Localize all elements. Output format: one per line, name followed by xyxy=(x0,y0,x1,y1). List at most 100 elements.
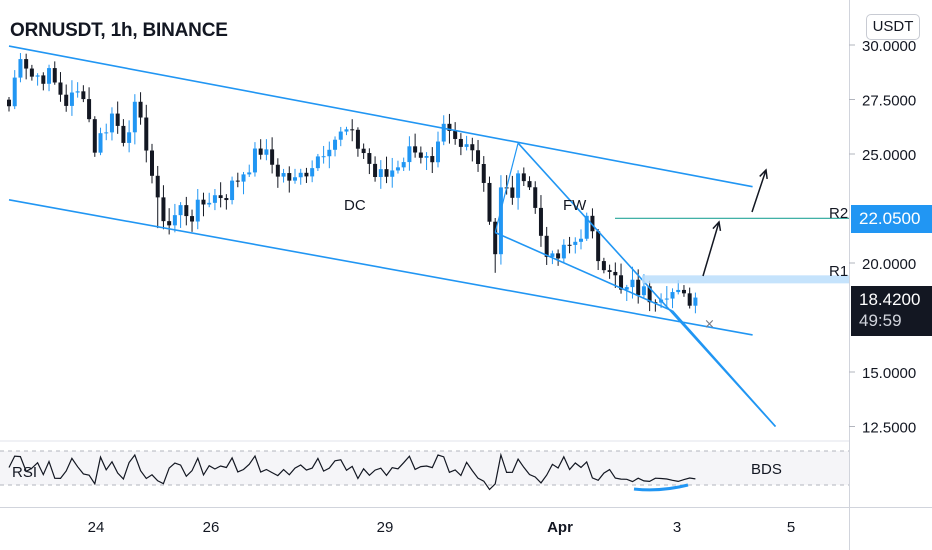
candle-body xyxy=(596,231,601,262)
candle-body xyxy=(693,297,698,306)
candle-body xyxy=(298,172,303,178)
candle-body xyxy=(636,279,641,296)
candle-body xyxy=(384,169,389,177)
rsi-divergence-line xyxy=(633,483,689,492)
bds-label: BDS xyxy=(751,461,782,478)
chart-title: ORNUSDT, 1h, BINANCE xyxy=(10,20,228,41)
candle-body xyxy=(24,59,29,69)
candle-body xyxy=(172,215,177,226)
candle-body xyxy=(613,271,618,276)
candles-layer xyxy=(7,53,698,314)
candle-body xyxy=(418,152,423,158)
x-tick-label: 24 xyxy=(88,519,105,536)
candle-body xyxy=(344,129,349,132)
last-price-value: 18.4200 xyxy=(859,290,921,309)
r1-label: R1 xyxy=(829,263,848,280)
candle-body xyxy=(258,148,263,155)
candle-body xyxy=(567,244,572,246)
candle-body xyxy=(224,198,229,201)
close-marker-icon: × xyxy=(704,317,715,332)
r2-label: R2 xyxy=(829,205,848,222)
candle-body xyxy=(544,235,549,257)
candle-body xyxy=(441,123,446,142)
candle-body xyxy=(436,141,440,163)
candle-body xyxy=(35,75,40,77)
candle-body xyxy=(235,180,240,182)
candle-body xyxy=(58,82,63,95)
bar-countdown: 49:59 xyxy=(859,311,902,330)
candle-body xyxy=(647,286,652,303)
candle-body xyxy=(487,182,492,222)
candle-body xyxy=(92,119,97,153)
candle-body xyxy=(41,75,46,84)
candle-body xyxy=(138,101,143,118)
candle-body xyxy=(413,146,418,153)
y-tick-label: 27.5000 xyxy=(862,93,916,110)
candle-body xyxy=(304,172,309,177)
rsi-line xyxy=(8,452,696,491)
candle-body xyxy=(161,197,166,222)
candle-body xyxy=(121,125,126,143)
candle-body xyxy=(687,293,692,306)
candle-body xyxy=(619,275,624,290)
candle-body xyxy=(510,187,515,198)
candle-body xyxy=(395,167,400,171)
candle-body xyxy=(212,195,217,203)
candle-body xyxy=(338,131,343,140)
candle-body xyxy=(556,253,561,259)
candle-body xyxy=(538,207,543,236)
candle-body xyxy=(573,241,578,245)
candle-body xyxy=(641,286,646,296)
candle-body xyxy=(607,270,612,272)
candle-body xyxy=(407,146,412,163)
candle-body xyxy=(195,199,200,222)
candle-body xyxy=(373,163,378,177)
x-tick-label: Apr xyxy=(547,519,573,536)
candle-body xyxy=(155,175,160,198)
x-tick-label: 29 xyxy=(377,519,394,536)
candle-body xyxy=(590,215,595,232)
fw-label: FW xyxy=(563,197,587,214)
candle-body xyxy=(476,150,481,165)
fw-left-edge xyxy=(494,142,519,233)
candle-body xyxy=(75,91,80,93)
x-tick-label: 26 xyxy=(203,519,220,536)
candle-body xyxy=(498,187,503,255)
candle-body xyxy=(252,148,257,173)
candle-body xyxy=(150,150,154,176)
candle-body xyxy=(201,199,206,205)
candle-body xyxy=(493,221,498,255)
candle-body xyxy=(64,94,69,106)
rsi-pane xyxy=(0,440,849,492)
candle-body xyxy=(275,164,280,177)
candle-body xyxy=(144,117,149,151)
candle-body xyxy=(327,149,332,157)
x-tick-label: 3 xyxy=(673,519,681,536)
candle-body xyxy=(190,216,195,222)
candle-body xyxy=(7,99,11,107)
candle-body xyxy=(561,244,566,259)
candle-body xyxy=(18,59,23,78)
candle-body xyxy=(424,156,429,158)
candle-body xyxy=(127,132,132,143)
candle-body xyxy=(550,253,555,257)
candle-body xyxy=(458,138,463,147)
candle-body xyxy=(470,144,475,151)
r2-price-tag: 22.0500 xyxy=(851,205,932,233)
candle-body xyxy=(430,156,435,163)
candle-body xyxy=(132,101,137,133)
candle-body xyxy=(630,279,635,288)
candle-body xyxy=(81,91,86,100)
projection-arrow xyxy=(751,169,767,213)
currency-button[interactable]: USDT xyxy=(866,14,920,40)
candle-body xyxy=(664,298,669,300)
candle-body xyxy=(184,205,189,217)
candle-body xyxy=(481,164,486,183)
candle-body xyxy=(47,68,52,84)
candle-body xyxy=(52,68,57,83)
candle-body xyxy=(12,77,17,107)
candle-body xyxy=(104,132,109,134)
candle-body xyxy=(230,180,235,201)
